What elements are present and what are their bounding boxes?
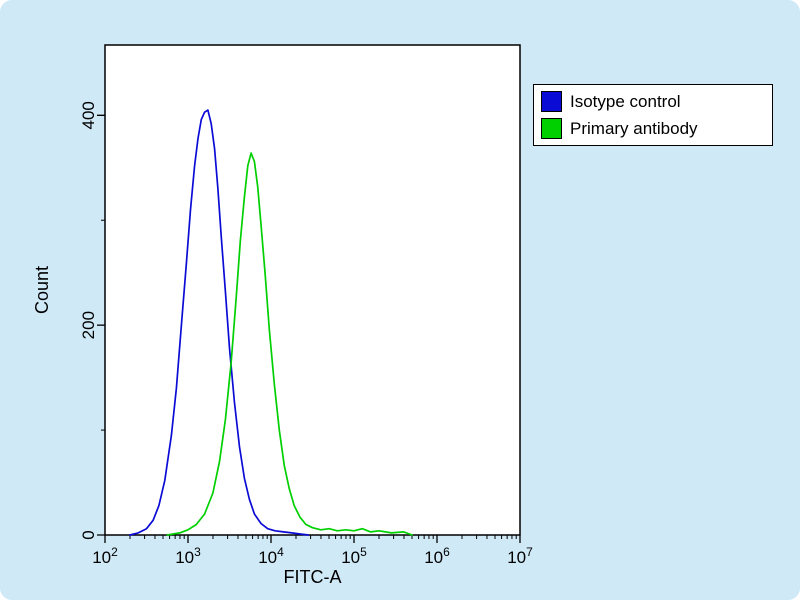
x-tick-label: 102 xyxy=(92,545,118,567)
y-tick-label: 0 xyxy=(79,530,98,539)
y-tick-label: 200 xyxy=(79,311,98,339)
y-tick-label: 400 xyxy=(79,101,98,129)
primary-antibody-curve xyxy=(166,152,413,536)
plot-area xyxy=(104,44,521,536)
y-axis-label: Count xyxy=(32,266,52,314)
x-tick-label: 105 xyxy=(341,545,367,567)
legend-label: Primary antibody xyxy=(570,118,698,138)
isotype-control-curve xyxy=(129,109,310,536)
legend-item: Isotype control xyxy=(541,90,765,113)
x-tick-label: 107 xyxy=(507,545,533,567)
legend-item: Primary antibody xyxy=(541,117,765,140)
x-tick-label: 104 xyxy=(258,545,284,567)
legend-swatch xyxy=(541,91,562,112)
legend-label: Isotype control xyxy=(570,91,681,111)
legend: Isotype control Primary antibody xyxy=(533,84,773,146)
legend-swatch xyxy=(541,118,562,139)
x-axis-label: FITC-A xyxy=(284,567,342,587)
x-tick-label: 103 xyxy=(175,545,201,567)
x-tick-label: 106 xyxy=(424,545,450,567)
